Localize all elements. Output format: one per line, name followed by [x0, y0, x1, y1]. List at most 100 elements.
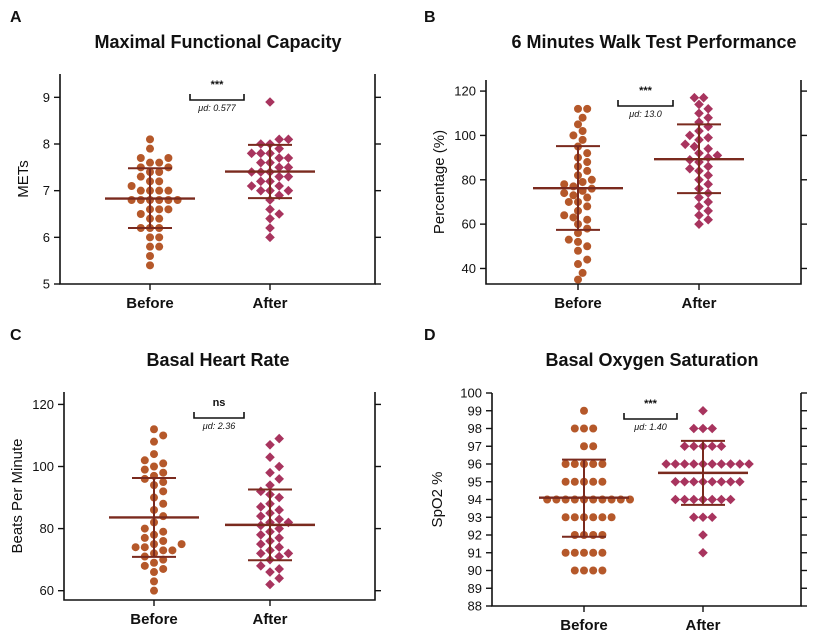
y-axis-label: Percentage (%) — [431, 130, 448, 234]
y-tick-label: 91 — [468, 545, 482, 560]
y-tick-label: 80 — [40, 521, 54, 536]
data-point-before — [574, 260, 582, 269]
data-point-after — [684, 163, 695, 174]
data-point-before — [574, 120, 582, 129]
data-point-after — [725, 494, 736, 505]
data-point-before — [570, 477, 579, 486]
data-point-after — [283, 134, 294, 145]
panel-letter: A — [10, 9, 22, 26]
chart-title: 6 Minutes Walk Test Performance — [511, 32, 796, 52]
data-point-before — [589, 513, 598, 522]
data-point-before — [150, 450, 158, 459]
data-point-before — [583, 104, 592, 113]
panel-letter: D — [424, 327, 436, 344]
data-point-before — [164, 186, 173, 195]
data-point-before — [159, 499, 168, 508]
significance-label: *** — [639, 85, 653, 97]
data-point-after — [255, 176, 266, 187]
y-tick-label: 88 — [468, 599, 482, 614]
data-point-before — [140, 465, 149, 474]
data-point-before — [159, 487, 168, 496]
y-tick-label: 98 — [468, 421, 482, 436]
data-point-after — [703, 152, 714, 163]
data-point-before — [155, 168, 164, 176]
data-point-before — [583, 149, 592, 158]
y-tick-label: 80 — [462, 172, 476, 187]
data-point-before — [177, 540, 186, 549]
axes-frame — [63, 392, 376, 601]
data-point-before — [150, 568, 158, 577]
data-point-before — [578, 268, 587, 277]
y-tick-label: 99 — [468, 403, 482, 418]
data-point-after — [274, 143, 285, 154]
data-point-before — [150, 558, 158, 567]
data-point-before — [589, 531, 598, 539]
data-point-before — [580, 566, 588, 575]
data-point-before — [583, 242, 592, 251]
data-point-after — [265, 232, 275, 243]
data-point-after — [698, 547, 708, 558]
data-point-after — [265, 467, 275, 478]
data-point-before — [140, 561, 149, 570]
data-point-before — [570, 513, 579, 522]
data-point-before — [155, 242, 164, 251]
y-tick-label: 96 — [468, 457, 482, 472]
data-point-before — [155, 233, 164, 242]
data-point-before — [578, 178, 587, 186]
data-point-after — [255, 539, 266, 549]
data-point-after — [694, 108, 704, 119]
data-point-before — [570, 424, 579, 433]
data-point-after — [255, 486, 266, 497]
data-point-after — [698, 512, 708, 523]
y-tick-label: 60 — [40, 583, 54, 598]
data-point-before — [574, 275, 582, 284]
data-point-before — [146, 242, 154, 251]
data-point-before — [155, 214, 164, 223]
data-point-after — [255, 502, 266, 512]
data-point-after — [274, 492, 285, 503]
y-axis-label: SpO2 % — [429, 472, 446, 528]
data-point-before — [583, 158, 592, 167]
data-point-after — [703, 214, 714, 225]
x-tick-label: After — [681, 295, 716, 312]
data-point-after — [274, 181, 285, 191]
chart-title: Maximal Functional Capacity — [94, 32, 341, 52]
data-point-after — [274, 171, 285, 182]
data-point-after — [703, 161, 714, 172]
data-point-after — [274, 153, 285, 163]
data-point-after — [689, 92, 700, 103]
data-point-after — [716, 441, 727, 452]
data-point-after — [707, 512, 718, 523]
data-point-before — [578, 113, 587, 122]
data-point-after — [680, 139, 691, 150]
mean-difference-label: μd: 0.577 — [197, 103, 236, 113]
data-point-after — [703, 112, 714, 123]
data-point-after — [703, 179, 714, 190]
data-point-before — [561, 548, 570, 557]
data-point-before — [146, 144, 154, 153]
data-point-before — [589, 548, 598, 557]
data-point-before — [150, 425, 158, 434]
data-point-after — [707, 423, 718, 434]
y-tick-label: 100 — [454, 128, 476, 143]
data-point-after — [698, 405, 708, 416]
data-point-after — [688, 476, 699, 487]
data-point-after — [703, 206, 714, 216]
y-tick-label: 92 — [468, 528, 482, 543]
data-point-before — [146, 252, 154, 260]
y-tick-label: 100 — [32, 459, 54, 474]
x-tick-label: Before — [126, 295, 174, 312]
data-point-after — [255, 157, 266, 168]
data-point-before — [574, 229, 582, 237]
chart-title: Basal Oxygen Saturation — [545, 350, 758, 370]
data-point-before — [164, 205, 173, 214]
data-point-before — [159, 468, 168, 477]
data-point-after — [274, 573, 285, 584]
data-point-after — [716, 459, 727, 469]
chart-title: Basal Heart Rate — [146, 350, 289, 370]
data-point-before — [127, 182, 136, 190]
data-point-before — [580, 424, 588, 433]
data-point-before — [155, 186, 164, 195]
data-point-before — [168, 546, 177, 555]
y-tick-label: 60 — [462, 217, 476, 232]
